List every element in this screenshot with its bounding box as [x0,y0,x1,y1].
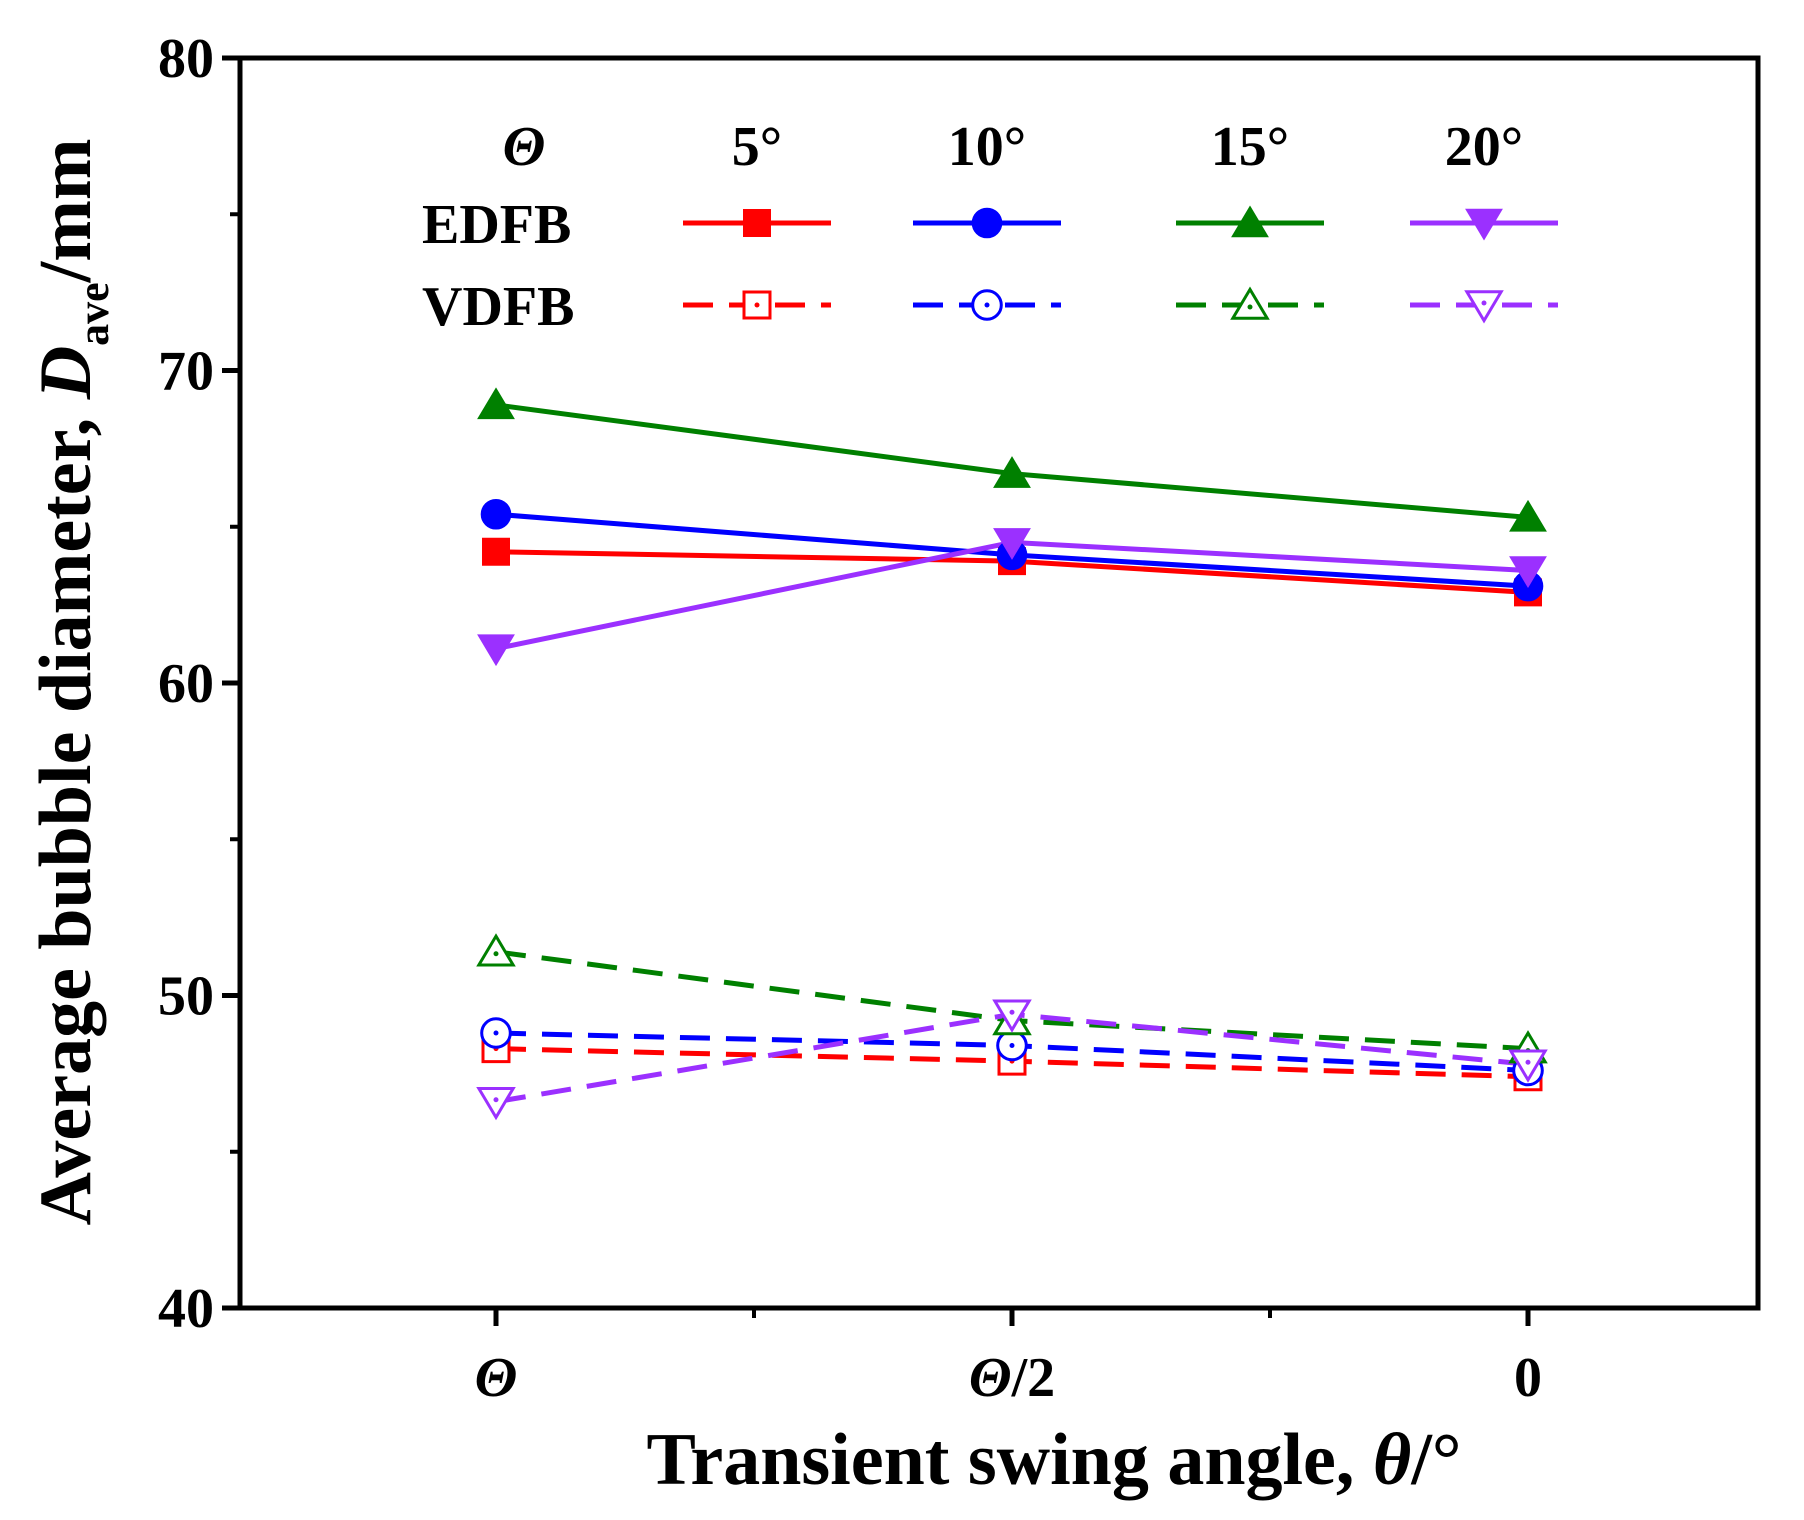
x-tick-label: Θ/2 [969,1347,1055,1409]
x-tick-label: 0 [1514,1347,1542,1409]
data-point-vdfb-10deg-dot [1009,1043,1015,1048]
y-tick-label: 60 [158,653,214,715]
legend-marker-vdfb-15deg-dot [1247,304,1253,310]
plot-area: 40 50 60 70 80 Θ Θ/2 0 [158,28,1761,1409]
y-axis-title-main: Average bubble diameter, [25,399,107,1225]
data-point-vdfb-20deg [476,1086,516,1121]
data-point-vdfb-15deg-dot [493,951,499,957]
y-axis-title: Average bubble diameter, Dave/mm [25,138,118,1225]
legend: Θ 5° 10° 15° 20° EDFB VDFB [422,116,1558,338]
data-point-edfb-5deg [482,537,510,566]
legend-angle-label: 5° [732,116,782,178]
data-point-edfb-10deg [480,498,512,530]
x-axis-title: Transient swing angle, θ/° [647,1419,1462,1501]
legend-row-label-edfb: EDFB [422,194,571,256]
data-point-vdfb-20deg-dot [1525,1059,1531,1065]
data-point-edfb-20deg [993,528,1031,560]
x-tick-label: Θ [475,1347,518,1409]
data-point-vdfb-20deg [992,999,1032,1033]
y-axis-title-sub: ave [69,282,118,346]
data-point-edfb-20deg [1509,556,1547,589]
data-point-edfb-20deg [477,634,515,667]
legend-marker-edfb-15deg [1231,205,1269,238]
legend-marker-vdfb-15deg [1230,286,1270,320]
x-axis-title-main: Transient swing angle, [647,1419,1373,1501]
y-tick-label: 50 [158,966,214,1028]
legend-marker-edfb-5deg [743,209,771,237]
data-point-edfb-15deg [993,456,1031,488]
data-point-vdfb-20deg-dot [493,1097,499,1103]
data-point-edfb-15deg [477,387,515,420]
legend-marker-vdfb-20deg-dot [1481,300,1487,306]
legend-row-label-vdfb: VDFB [422,276,574,338]
x-axis-title-unit: /° [1410,1419,1461,1501]
legend-angle-label: 15° [1211,116,1289,178]
data-point-edfb-15deg [1509,499,1547,532]
y-tick-label: 80 [158,28,214,90]
y-axis-title-unit: /mm [25,138,107,283]
legend-marker-vdfb-20deg [1464,290,1504,324]
legend-marker-vdfb-10deg-dot [984,302,990,308]
y-axis-title-symbol: D [25,346,107,400]
legend-angle-label: 20° [1445,116,1523,178]
data-point-vdfb-15deg [476,933,516,967]
legend-marker-edfb-10deg [971,207,1003,239]
legend-angle-label: 10° [948,116,1026,178]
y-tick-label: 40 [158,1278,214,1340]
y-tick-label: 70 [158,341,214,403]
legend-header-symbol: Θ [503,116,546,178]
data-point-vdfb-10deg-dot [493,1030,499,1036]
data-point-vdfb-20deg [1508,1049,1548,1083]
data-point-vdfb-20deg-dot [1009,1009,1015,1015]
legend-marker-edfb-20deg [1465,208,1503,241]
legend-marker-vdfb-5deg-dot [754,302,760,308]
x-axis-title-symbol: θ [1373,1419,1411,1501]
